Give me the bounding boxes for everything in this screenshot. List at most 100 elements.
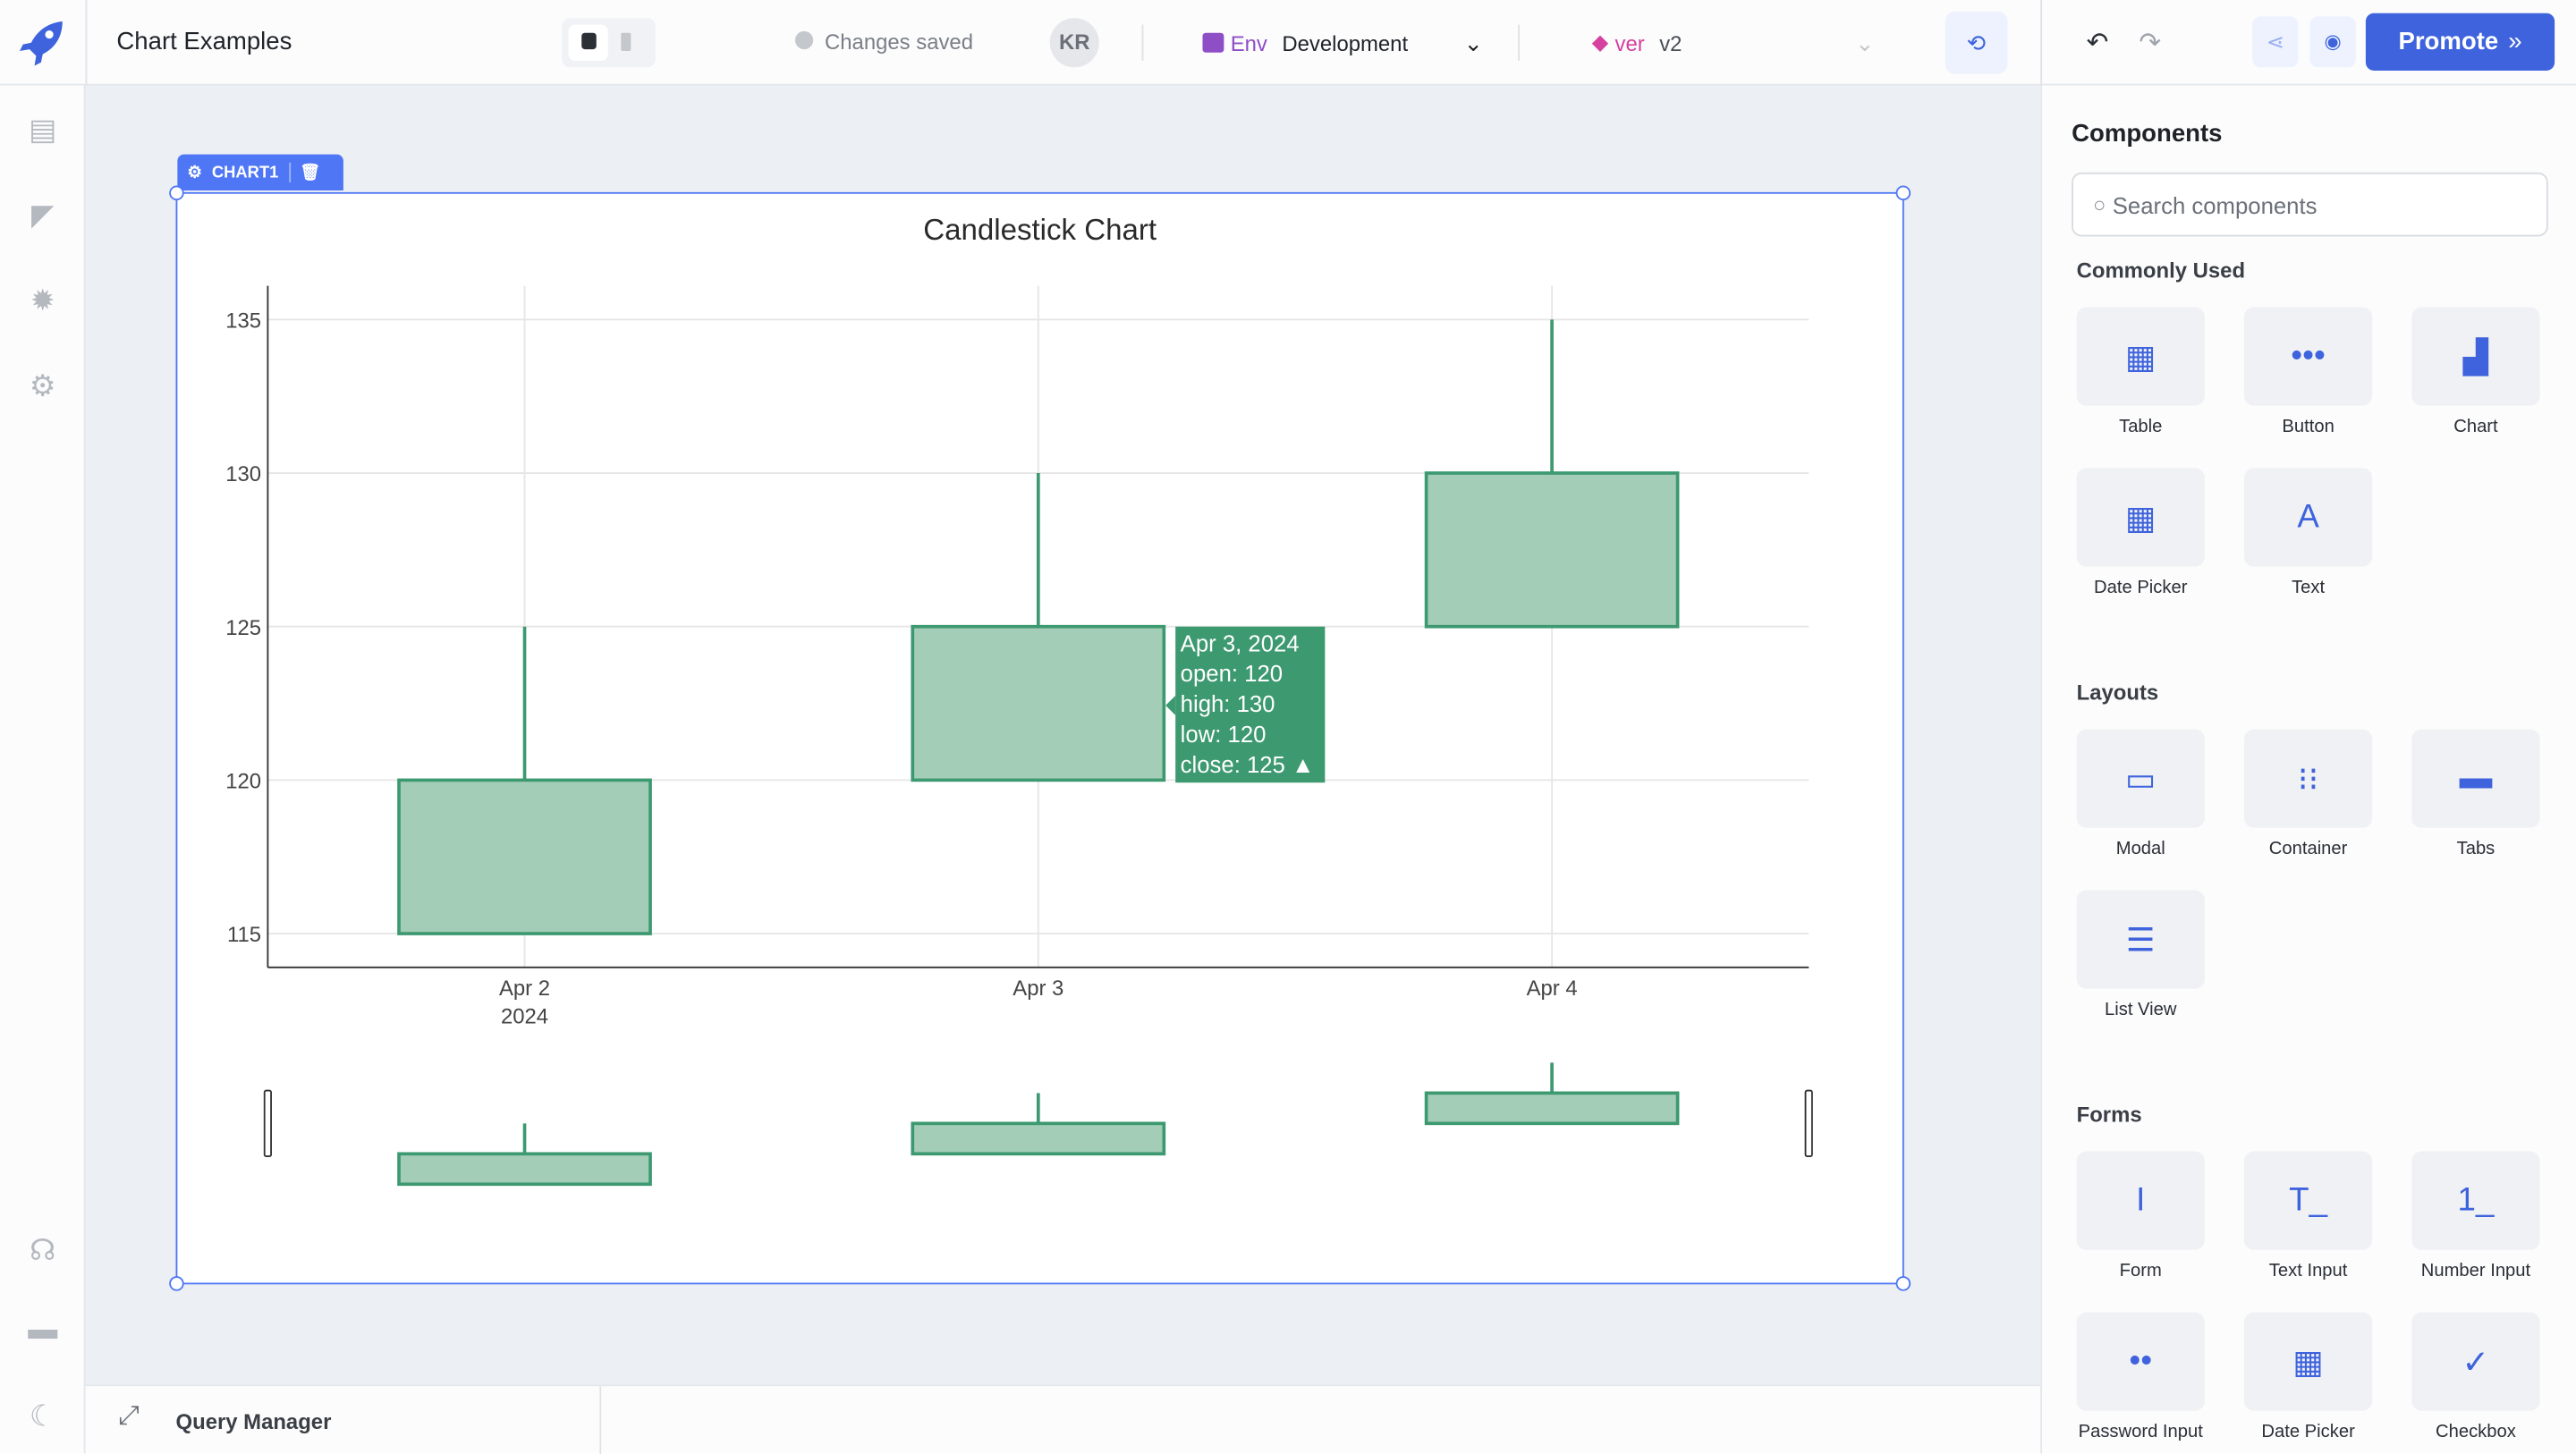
panel-title: Components — [2072, 120, 2223, 148]
tabs-icon: ▬ — [2411, 729, 2540, 828]
component-label: Date Picker — [2261, 1422, 2355, 1442]
component-tabs[interactable]: ▬ Tabs — [2411, 729, 2540, 859]
widget-header[interactable]: ⚙ CHART1 🗑︎ — [177, 154, 343, 191]
widget-name: CHART1 — [211, 163, 279, 182]
component-modal[interactable]: ▭ Modal — [2076, 729, 2205, 859]
user-avatar[interactable]: KR — [1049, 18, 1099, 68]
resize-handle[interactable] — [169, 185, 184, 201]
resize-handle[interactable] — [1895, 185, 1911, 201]
text-icon: A — [2243, 468, 2373, 567]
share-button[interactable]: ⋖ — [2252, 16, 2299, 68]
chart-title: Candlestick Chart — [923, 214, 1157, 247]
promote-button[interactable]: Promote » — [2365, 13, 2555, 71]
search-input[interactable]: ○ Search components — [2072, 172, 2548, 237]
inspector-icon[interactable]: ◤ — [31, 199, 55, 232]
chart-icon: ▟ — [2411, 307, 2540, 406]
desktop-icon — [580, 32, 596, 50]
expand-icon[interactable]: ⤢ — [118, 1402, 140, 1431]
range-slider-handle[interactable] — [1804, 1089, 1813, 1157]
cloud-check-icon — [794, 30, 814, 50]
components-panel: Components ○ Search components Commonly … — [2040, 85, 2576, 1454]
component-label: Password Input — [2078, 1422, 2203, 1442]
query-manager-label: Query Manager — [175, 1408, 332, 1434]
modal-icon: ▭ — [2076, 729, 2205, 828]
gear-icon[interactable]: ⚙ — [187, 163, 202, 182]
query-manager-bar[interactable]: ⤢ Query Manager — [85, 1384, 2041, 1454]
sync-button[interactable]: ⟲ — [1945, 11, 2008, 74]
debugger-bug-icon[interactable]: ✹ — [30, 283, 55, 317]
chart-widget[interactable]: Candlestick Chart 115 120 125 130 135 Apr 2 Apr… — [175, 191, 1904, 1285]
x-tick-label: Apr 3 — [1013, 976, 1063, 1001]
component-checkbox[interactable]: ✓ Checkbox — [2411, 1312, 2540, 1442]
component-chart[interactable]: ▟ Chart — [2411, 307, 2540, 437]
desktop-view-button[interactable] — [568, 24, 608, 61]
save-status: Changes saved — [825, 30, 973, 55]
resize-handle[interactable] — [1895, 1276, 1911, 1291]
section-forms: Forms — [2076, 1102, 2142, 1127]
redo-icon[interactable]: ↷ — [2139, 30, 2162, 58]
component-text[interactable]: A Text — [2243, 468, 2373, 598]
table-icon: ▦ — [2076, 307, 2205, 406]
version-selector[interactable]: ◆ ver v2 ⌄ — [1592, 20, 1875, 65]
component-date-picker[interactable]: ▦ Date Picker — [2243, 1312, 2373, 1442]
component-password-input[interactable]: •• Password Input — [2076, 1312, 2205, 1442]
y-tick-label: 130 — [225, 462, 261, 486]
preview-button[interactable]: ◉ — [2309, 16, 2356, 68]
y-tick-label: 115 — [227, 923, 261, 947]
version-label: ver — [1614, 30, 1645, 55]
rocket-logo-icon[interactable] — [16, 16, 69, 69]
range-slider-handle[interactable] — [263, 1089, 272, 1157]
tooltip-high: high: 130 — [1181, 692, 1275, 717]
y-tick-label: 120 — [225, 770, 261, 794]
y-tick-label: 125 — [225, 616, 261, 640]
device-toggle — [562, 18, 656, 68]
component-number-input[interactable]: 1_ Number Input — [2411, 1151, 2540, 1281]
component-label: List View — [2104, 1000, 2177, 1020]
component-label: Tabs — [2456, 839, 2496, 859]
env-icon — [1202, 32, 1224, 53]
search-icon: ○ — [2092, 191, 2106, 217]
eye-icon: ◉ — [2324, 30, 2342, 53]
component-label: Date Picker — [2094, 578, 2188, 598]
calendar-icon: ▦ — [2243, 1312, 2373, 1411]
share-icon: ⋖ — [2266, 30, 2284, 55]
tooltip-date: Apr 3, 2024 — [1181, 631, 1300, 656]
checkbox-icon: ✓ — [2411, 1312, 2540, 1411]
list-icon: ☰ — [2076, 890, 2205, 989]
dark-mode-moon-icon[interactable]: ☾ — [29, 1399, 56, 1433]
x-tick-year-label: 2024 — [501, 1004, 548, 1028]
tooltip-box — [1175, 626, 1326, 783]
component-label: Container — [2268, 839, 2348, 859]
app-title: Chart Examples — [116, 28, 292, 56]
range-slider-candle — [1424, 1091, 1680, 1126]
component-table[interactable]: ▦ Table — [2076, 307, 2205, 437]
button-icon: ••• — [2243, 307, 2373, 406]
resize-handle[interactable] — [169, 1276, 184, 1291]
undo-icon[interactable]: ↶ — [2086, 30, 2109, 58]
component-label: Number Input — [2420, 1261, 2531, 1281]
component-date-picker[interactable]: ▦ Date Picker — [2076, 468, 2205, 598]
component-label: Modal — [2115, 839, 2165, 859]
settings-gear-icon[interactable]: ⚙ — [29, 369, 56, 402]
component-form[interactable]: I Form — [2076, 1151, 2205, 1281]
comments-icon[interactable]: ▬ — [28, 1312, 58, 1346]
pages-icon[interactable]: ▤ — [29, 113, 57, 147]
env-selector[interactable]: Env Development ⌄ — [1202, 20, 1483, 65]
candlestick-chart[interactable]: Candlestick Chart 115 120 125 130 135 Apr 2 Apr… — [176, 192, 1904, 1284]
support-headset-icon[interactable]: ☊ — [30, 1233, 56, 1267]
component-label: Button — [2282, 417, 2334, 437]
component-list-view[interactable]: ☰ List View — [2076, 890, 2205, 1020]
component-button[interactable]: ••• Button — [2243, 307, 2373, 437]
component-label: Text — [2292, 578, 2326, 598]
component-container[interactable]: ⁝⁝ Container — [2243, 729, 2373, 859]
section-commonly-used: Commonly Used — [2076, 258, 2246, 283]
component-text-input[interactable]: T_ Text Input — [2243, 1151, 2373, 1281]
layers-icon: ◆ — [1591, 30, 1609, 55]
mobile-view-button[interactable] — [621, 32, 631, 51]
env-value: Development — [1282, 30, 1409, 55]
refresh-icon: ⟲ — [1966, 30, 1987, 56]
x-tick-label: Apr 2 — [499, 976, 550, 1001]
trash-icon[interactable]: 🗑︎ — [300, 163, 321, 182]
version-value: v2 — [1659, 30, 1682, 55]
